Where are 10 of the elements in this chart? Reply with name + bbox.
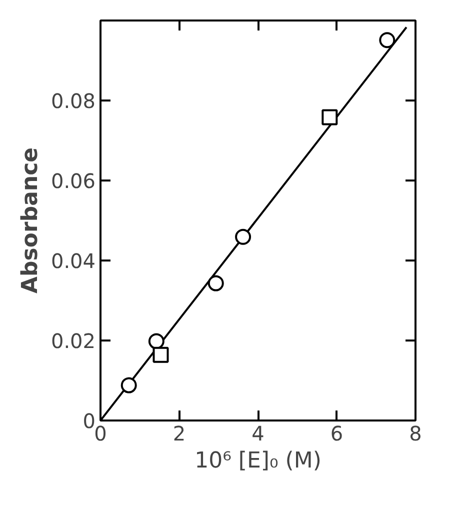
y-tick-label: 0.08 [50,89,96,113]
x-tick-label: 2 [172,422,186,446]
x-axis-title: 10⁶ [E]₀ (M) [194,448,322,474]
y-tick-label: 0.02 [50,329,96,353]
x-tick-label: 6 [330,422,344,446]
x-tick-label: 8 [409,422,422,446]
y-tick-label: 0.04 [50,249,96,273]
x-tick-label: 4 [252,422,264,446]
y-tick-label: 0.06 [50,169,96,193]
y-axis-title: Absorbance [18,147,43,294]
